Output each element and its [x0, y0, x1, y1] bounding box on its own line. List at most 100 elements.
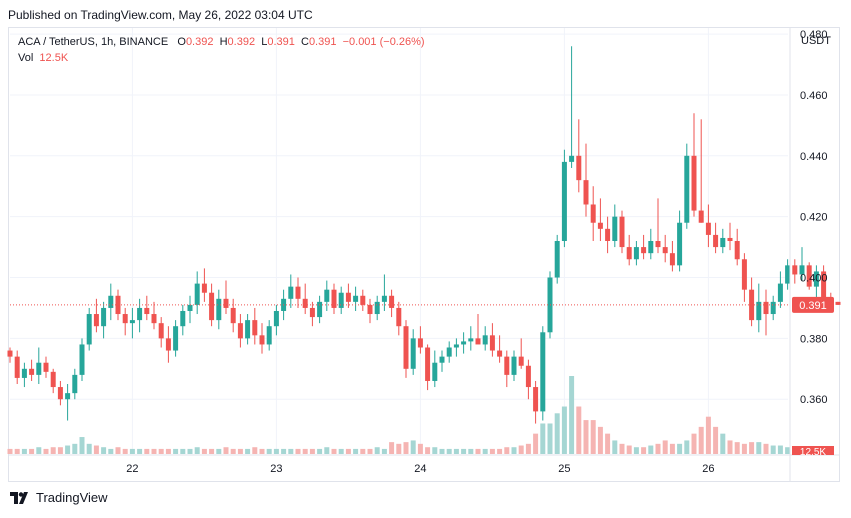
candle-body [597, 222, 603, 229]
candle-body [446, 347, 452, 357]
volume-bar [554, 413, 560, 454]
volume-bar [504, 447, 510, 454]
volume-bar [691, 433, 697, 454]
volume-bar [734, 442, 740, 454]
volume-bar [86, 443, 92, 454]
volume-bar [468, 448, 474, 454]
volume-bar [317, 448, 323, 454]
last-price-badge: 0.391 [792, 296, 834, 313]
volume-bars [7, 376, 834, 454]
volume-bar [338, 448, 344, 454]
candle-body [518, 356, 524, 366]
volume-bar [381, 448, 387, 454]
candle-body [633, 247, 639, 260]
candle-body [792, 265, 798, 275]
volume-bar [273, 448, 279, 454]
candle-body [14, 356, 20, 378]
candle-body [245, 320, 251, 339]
volume-bar [453, 448, 459, 454]
volume-bar [583, 420, 589, 454]
candle-body [101, 307, 107, 327]
volume-bar [309, 448, 315, 454]
candle-body [345, 292, 351, 302]
volume-bar [72, 443, 78, 454]
volume-bar [727, 440, 733, 454]
candle-body [209, 292, 215, 321]
volume-bar [29, 448, 35, 454]
volume-bar [777, 445, 783, 454]
candle-body [165, 338, 171, 351]
price-tick-label: 0.360 [800, 394, 828, 406]
volume-bar [756, 442, 762, 454]
published-caption: Published on TradingView.com, May 26, 20… [8, 8, 313, 22]
candle-body [288, 286, 294, 299]
volume-bar [641, 447, 647, 454]
candle-body [468, 338, 474, 342]
candle-body [489, 335, 495, 351]
volume-bar [230, 448, 236, 454]
candle-body [727, 237, 733, 241]
volume-bar [576, 406, 582, 454]
volume-bar [252, 447, 258, 454]
volume-bar [461, 448, 467, 454]
volume-bar [324, 447, 330, 454]
volume-bar [137, 448, 143, 454]
candle-body [417, 338, 423, 348]
volume-bar [785, 447, 791, 454]
volume-bar [115, 447, 121, 454]
candle-body [410, 338, 416, 369]
candle-body [367, 304, 373, 315]
candle-body [173, 326, 179, 351]
candle-body [403, 326, 409, 369]
volume-bar [561, 406, 567, 454]
change-value: −0.001 (−0.26%) [342, 36, 425, 48]
volume-bar [129, 448, 135, 454]
volume-bar [237, 448, 243, 454]
candle-body [583, 180, 589, 205]
footer-brand[interactable]: TradingView [10, 490, 108, 505]
candle-body [734, 241, 740, 260]
volume-bar [57, 447, 63, 454]
candle-body [230, 307, 236, 324]
candle-body [525, 365, 531, 388]
candle-body [684, 155, 690, 223]
time-axis: 22 23 24 25 26 [126, 463, 714, 475]
candle-body [353, 295, 359, 302]
volume-bar [713, 426, 719, 454]
volume-bar [79, 437, 85, 454]
candle-body [79, 344, 85, 375]
volume-bar [705, 416, 711, 454]
symbol-label[interactable]: ACA / TetherUS, 1h, BINANCE [18, 36, 169, 48]
candle-body [7, 350, 13, 357]
price-tick-label: 0.460 [800, 90, 828, 102]
price-tick-label: 0.440 [800, 151, 828, 163]
candle-body [360, 295, 366, 305]
volume-bar [158, 448, 164, 454]
candle-body [65, 393, 71, 400]
candle-body [590, 204, 596, 223]
candle-body [324, 289, 330, 302]
volume-bar [475, 448, 481, 454]
volume-bar [389, 442, 395, 454]
currency-label: USDT [801, 35, 831, 47]
volume-bar [619, 443, 625, 454]
time-tick-label: 22 [126, 463, 138, 475]
candle-body [50, 371, 56, 388]
candle-body [21, 368, 27, 378]
volume-bar [698, 426, 704, 454]
candle-body [605, 228, 611, 241]
candle-body [144, 307, 150, 315]
candle-body [158, 323, 164, 339]
candle-body [137, 307, 143, 321]
volume-bar [209, 448, 215, 454]
candle-body [374, 301, 380, 315]
volume-bar [187, 448, 193, 454]
volume-bar [605, 433, 611, 454]
volume-bar [626, 445, 632, 454]
candle-body [93, 314, 99, 327]
volume-bar [93, 445, 99, 454]
candle-body [619, 216, 625, 248]
time-tick-label: 24 [414, 463, 426, 475]
volume-label: Vol [18, 52, 34, 64]
